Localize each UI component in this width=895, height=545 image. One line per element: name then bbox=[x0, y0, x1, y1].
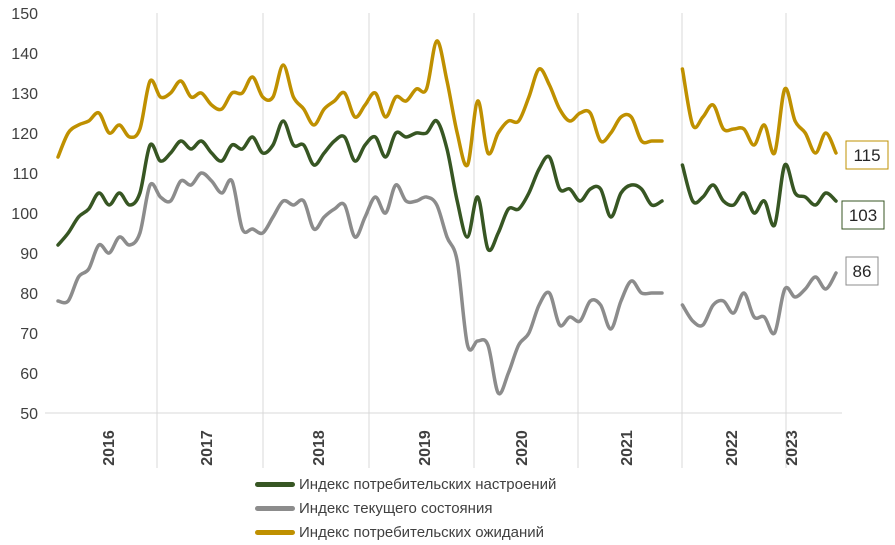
legend-swatch-expectations bbox=[255, 529, 295, 535]
y-tick-label: 110 bbox=[12, 166, 38, 183]
legend-label-sentiment: Индекс потребительских настроений bbox=[299, 475, 557, 493]
end-value-label: 103 bbox=[849, 206, 877, 225]
legend-item-sentiment: Индекс потребительских настроений bbox=[255, 472, 556, 496]
x-axis: 2016 2017 2018 2019 2020 2021 2022 2023 bbox=[45, 13, 842, 468]
y-tick-label: 100 bbox=[11, 206, 38, 223]
series-line-0 bbox=[56, 118, 664, 253]
legend-swatch-sentiment bbox=[255, 481, 295, 487]
y-tick-label: 50 bbox=[20, 406, 38, 423]
series-lines bbox=[56, 39, 838, 396]
y-tick-label: 90 bbox=[20, 246, 38, 263]
y-tick-label: 120 bbox=[11, 126, 38, 143]
end-value-label: 86 bbox=[853, 262, 872, 281]
end-label-box bbox=[841, 200, 885, 230]
y-tick-label: 80 bbox=[20, 286, 38, 303]
end-labels: 115 103 86 bbox=[841, 140, 889, 286]
legend-label-expectations: Индекс потребительских ожиданий bbox=[299, 523, 544, 541]
y-tick-label: 60 bbox=[20, 366, 38, 383]
end-label-box bbox=[845, 256, 879, 286]
series-line-2 bbox=[680, 67, 838, 156]
x-tick-label: 2021 bbox=[619, 430, 636, 466]
x-tick-label: 2017 bbox=[199, 430, 216, 466]
legend-label-current-state: Индекс текущего состояния bbox=[299, 499, 493, 517]
series-line-1 bbox=[680, 271, 838, 336]
y-tick-label: 150 bbox=[11, 6, 38, 23]
x-tick-label: 2016 bbox=[101, 430, 118, 466]
legend-swatch-current-state bbox=[255, 505, 295, 511]
x-tick-label: 2023 bbox=[784, 430, 801, 466]
x-tick-label: 2018 bbox=[311, 430, 328, 466]
series-line-1 bbox=[56, 171, 664, 396]
end-value-label: 115 bbox=[853, 146, 880, 165]
end-label-box bbox=[845, 140, 889, 170]
x-tick-label: 2020 bbox=[514, 430, 531, 466]
y-tick-label: 140 bbox=[11, 46, 38, 63]
legend-item-current-state: Индекс текущего состояния bbox=[255, 496, 556, 520]
y-axis: 50 60 70 80 90 100 110 120 130 140 150 bbox=[11, 6, 38, 423]
x-tick-label: 2019 bbox=[417, 430, 434, 466]
series-line-2 bbox=[56, 39, 664, 168]
x-tick-label: 2022 bbox=[724, 430, 741, 466]
series-line-0 bbox=[680, 162, 838, 228]
y-tick-label: 130 bbox=[11, 86, 38, 103]
y-tick-label: 70 bbox=[20, 326, 38, 343]
legend-item-expectations: Индекс потребительских ожиданий bbox=[255, 520, 556, 544]
legend: Индекс потребительских настроений Индекс… bbox=[255, 472, 556, 544]
